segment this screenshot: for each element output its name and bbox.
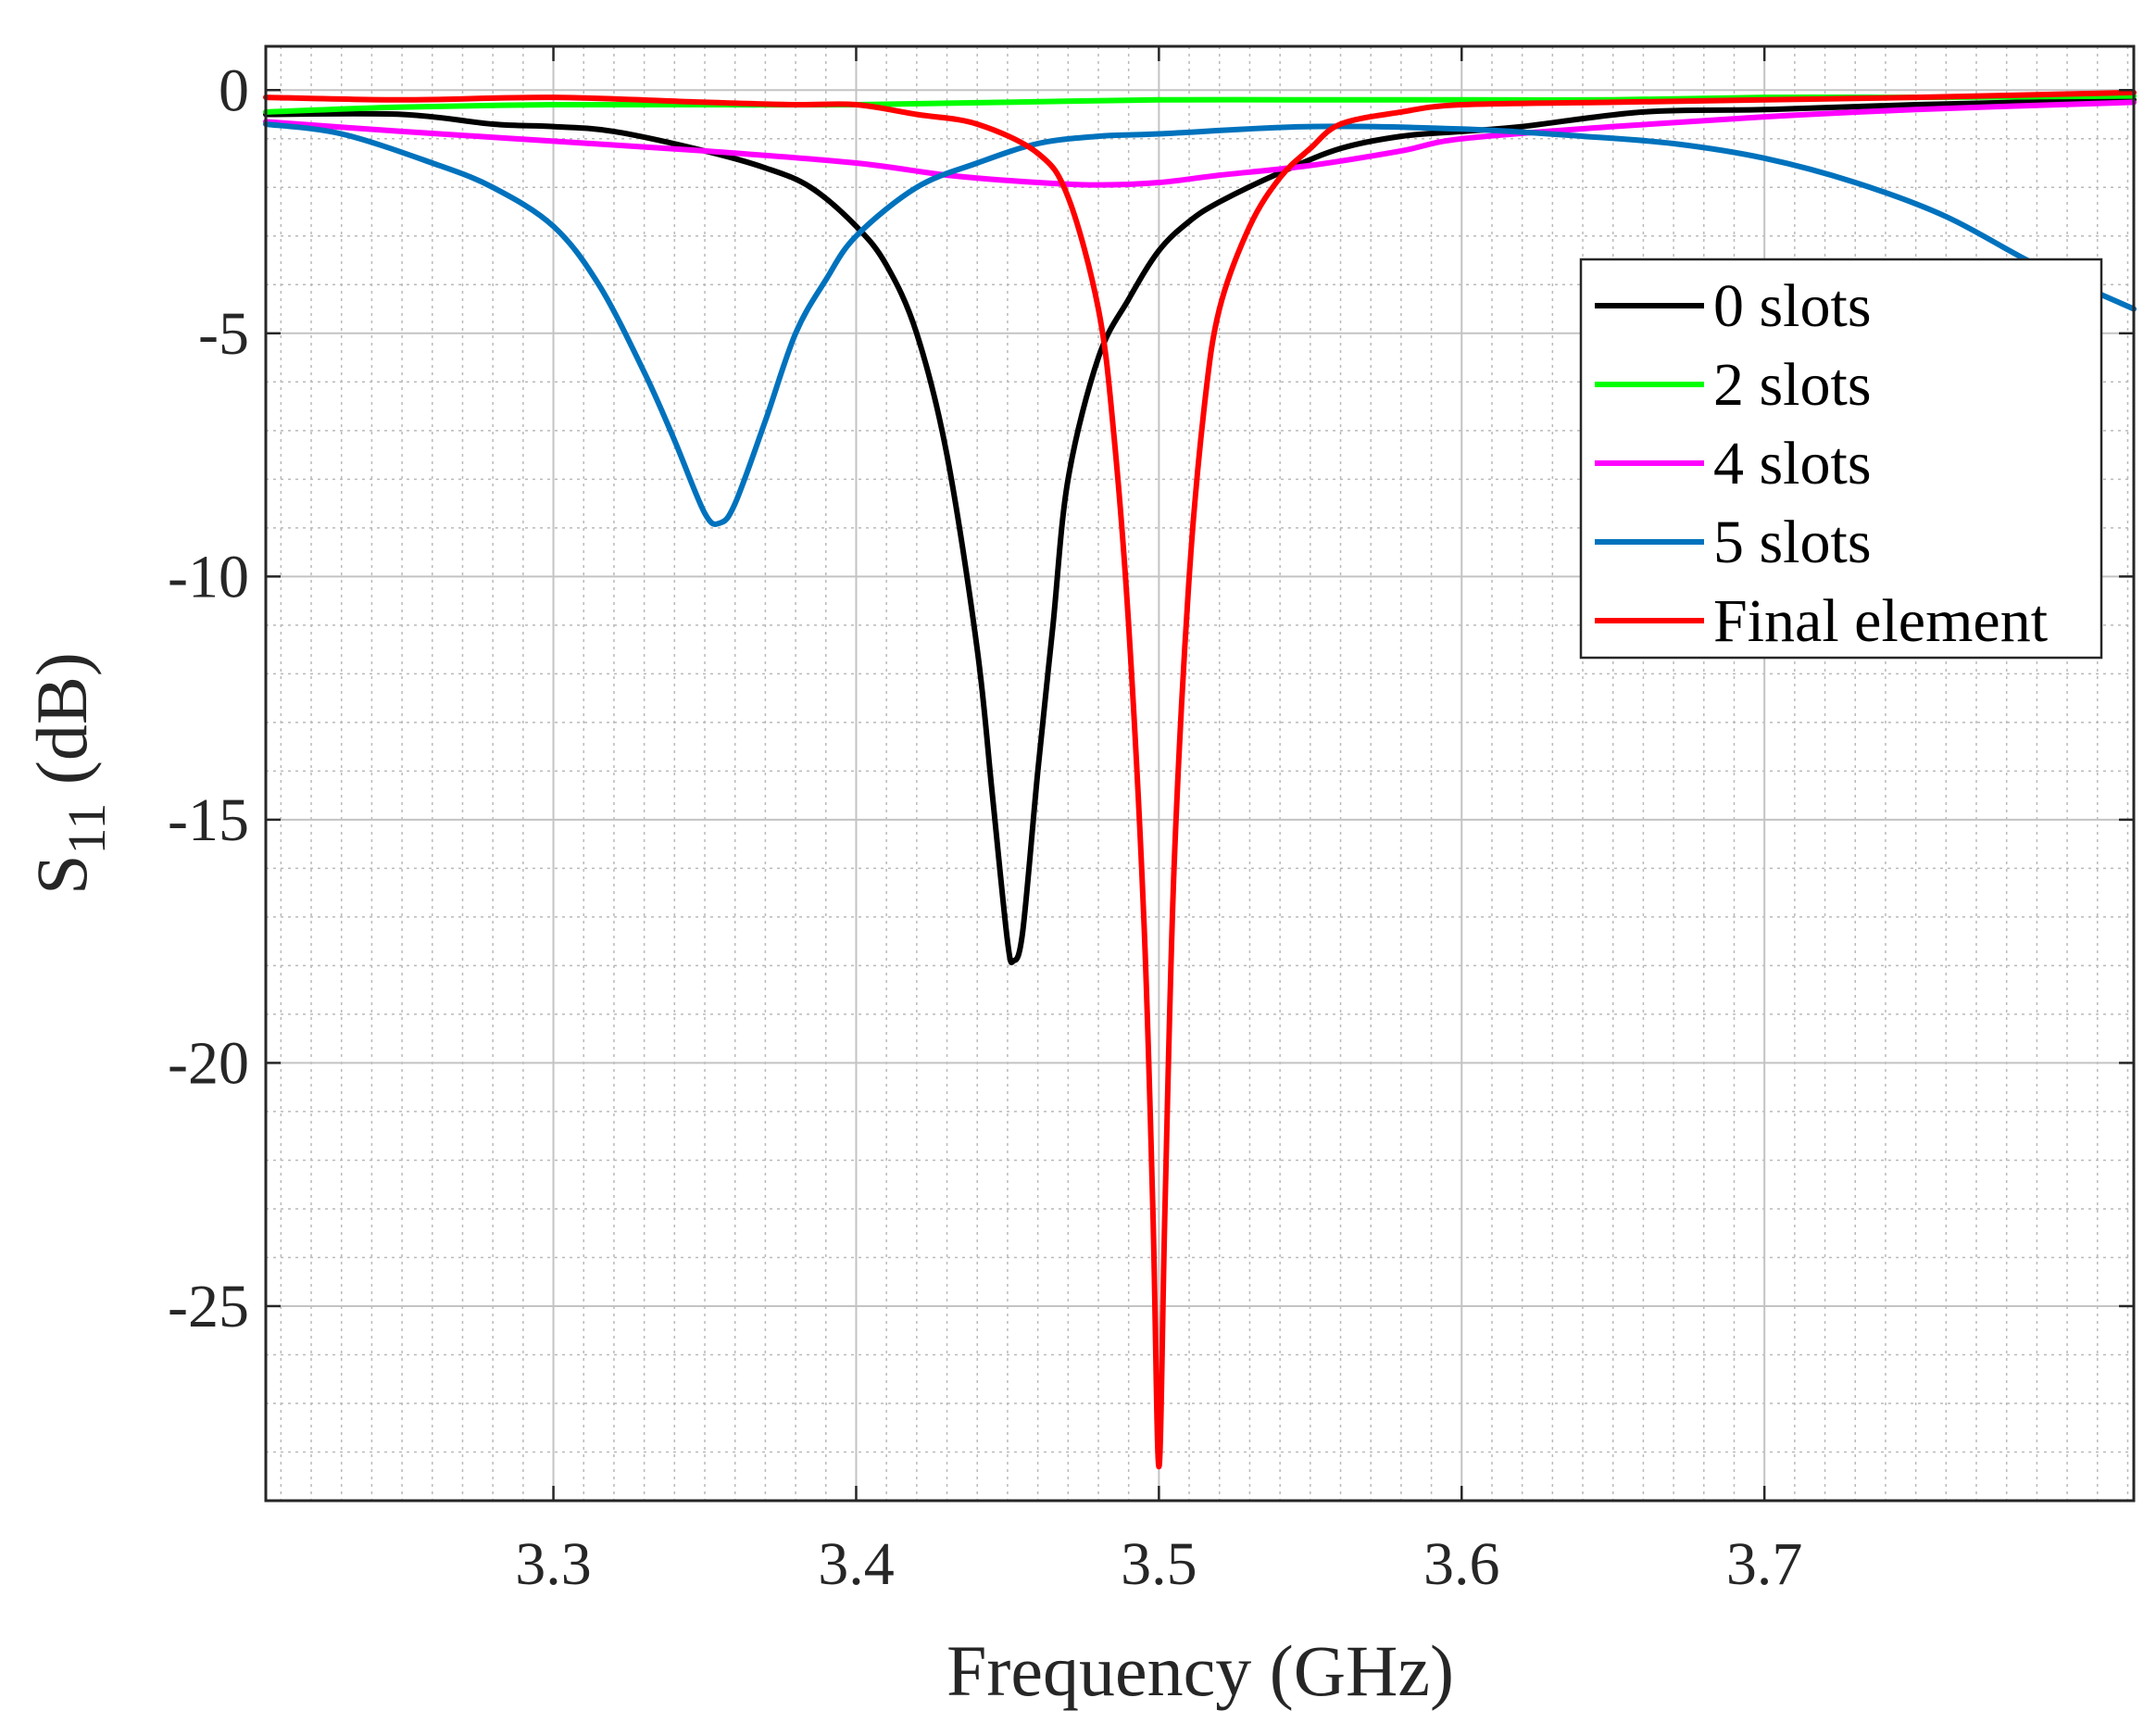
y-tick-label: -10 xyxy=(168,543,249,610)
legend-label: 5 slots xyxy=(1713,509,1872,576)
minor-grid xyxy=(266,46,2134,1502)
y-tick-label: 0 xyxy=(219,57,249,124)
legend-box xyxy=(1579,258,2103,660)
x-tick-label: 3.5 xyxy=(1121,1530,1197,1598)
series-lines xyxy=(263,89,2137,1470)
plot-frame xyxy=(264,44,2136,1503)
y-axis-title: S11 (dB) xyxy=(21,652,117,895)
y-axis-title-main: S xyxy=(21,854,102,894)
series-line-final-element xyxy=(263,89,2137,1470)
y-axis-title-subscript: 11 xyxy=(56,803,117,855)
series-line-4-slots xyxy=(263,99,2137,188)
legend-label: Final element xyxy=(1713,587,2048,655)
legend-label: 2 slots xyxy=(1713,351,1872,419)
y-tick-label: -15 xyxy=(168,786,249,854)
y-tick-label: -5 xyxy=(198,300,249,368)
series-line-5-slots xyxy=(263,121,2137,527)
x-tick-label: 3.7 xyxy=(1726,1530,1803,1598)
x-tick-label: 3.3 xyxy=(515,1530,592,1598)
legend: 0 slots 2 slots 4 slots 5 slots Final elemen… xyxy=(1579,258,2103,660)
x-axis-title: Frequency (GHz) xyxy=(946,1630,1454,1711)
y-tick-label: -25 xyxy=(168,1273,249,1340)
legend-label: 0 slots xyxy=(1713,272,1872,340)
y-ticks: 0 -5 -10 -15 -20 -25 xyxy=(168,57,2134,1340)
x-tick-label: 3.4 xyxy=(818,1530,895,1598)
y-axis-title-unit: (dB) xyxy=(21,652,102,802)
y-tick-label: -20 xyxy=(168,1029,249,1097)
legend-label: 4 slots xyxy=(1713,430,1872,497)
x-tick-label: 3.6 xyxy=(1423,1530,1500,1598)
x-ticks: 3.3 3.4 3.5 3.6 3.7 xyxy=(515,46,1802,1598)
